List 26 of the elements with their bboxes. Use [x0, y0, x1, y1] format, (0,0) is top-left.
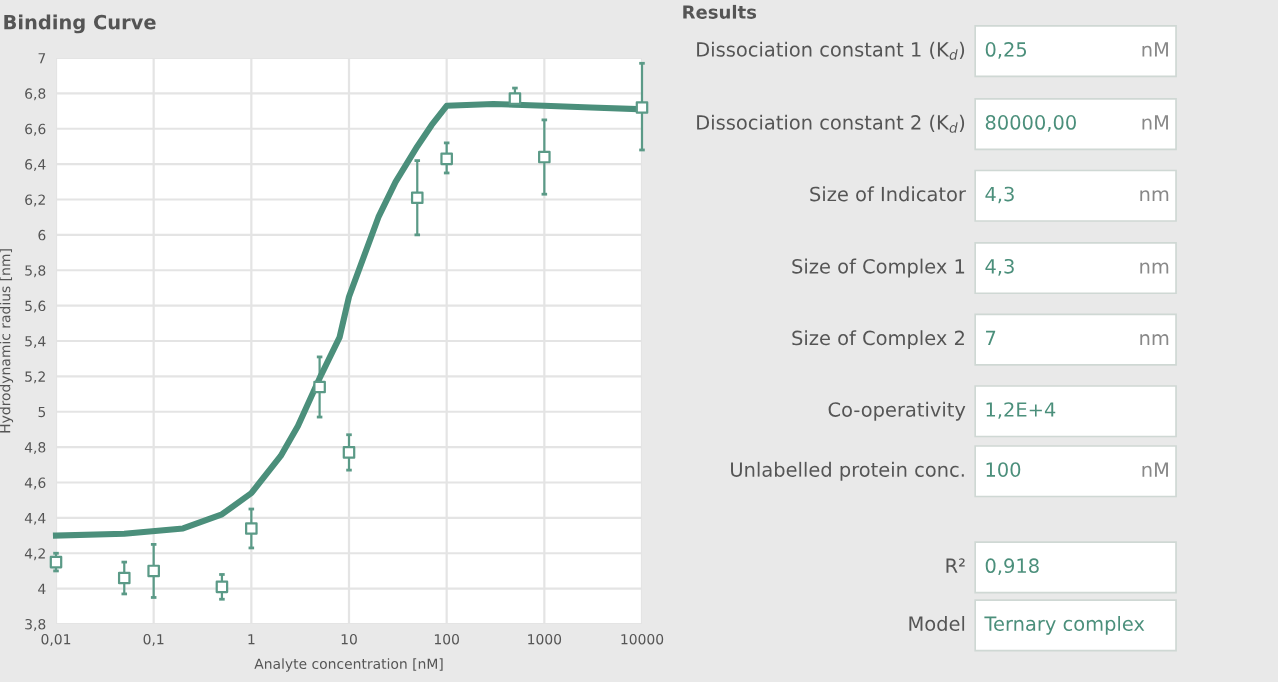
category-label: Dissociation constant 2 (K$_{d}$) [697, 114, 965, 133]
category-label: R² [946, 558, 965, 573]
category-label: Dissociation constant 1 (K$_{d}$) [697, 41, 965, 60]
text: nm [1140, 190, 1169, 202]
category-label: Size of Indicator [810, 186, 966, 202]
text: 7 [986, 330, 996, 345]
text: nM [1142, 462, 1168, 477]
text: 0,918 [985, 558, 1039, 576]
text: 1,2E+4 [986, 402, 1056, 419]
category-label: Model [909, 615, 965, 632]
text: 100 [986, 462, 1021, 477]
text: 4,3 [985, 258, 1014, 276]
category-label: Co-operativity [828, 401, 966, 421]
chart-title: Binding Curve [4, 14, 156, 34]
category-label: Size of Complex 2 [792, 330, 964, 350]
text: 4,3 [985, 186, 1014, 204]
text: nM [1142, 115, 1168, 130]
category-label: Unlabelled protein conc. [731, 461, 964, 481]
text: nm [1140, 262, 1169, 274]
text: Ternary complex [984, 615, 1145, 635]
text: 0,25 [985, 42, 1027, 59]
category-label: Size of Complex 1 [792, 258, 965, 278]
text: Results [683, 4, 757, 19]
text: nM [1142, 42, 1168, 57]
text: 80000,00 [985, 115, 1076, 132]
text: nm [1140, 334, 1169, 345]
